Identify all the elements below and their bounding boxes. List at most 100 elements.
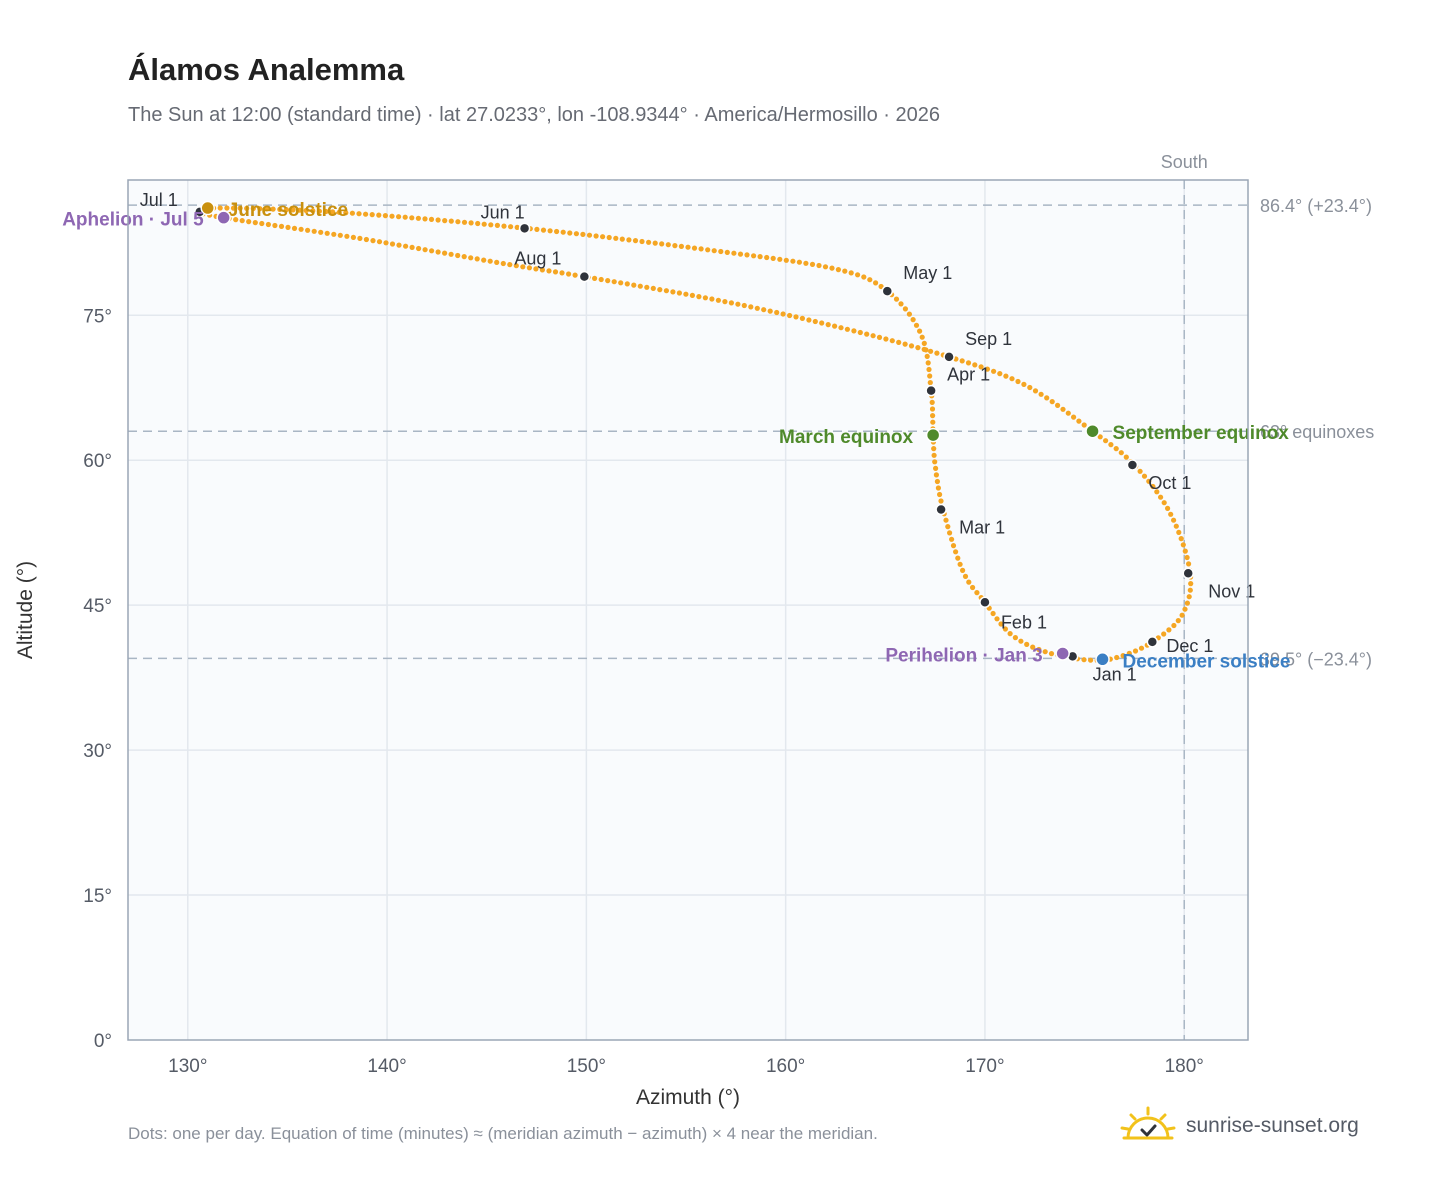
daily-sun-dot xyxy=(369,212,375,218)
daily-sun-dot xyxy=(500,260,506,267)
daily-sun-dot xyxy=(962,573,969,580)
daily-sun-dot xyxy=(902,306,909,312)
daily-sun-dot xyxy=(683,291,689,297)
month-marker xyxy=(518,222,531,235)
daily-sun-dot xyxy=(474,256,480,262)
month-marker-label: Aug 1 xyxy=(514,249,561,269)
daily-sun-dot xyxy=(422,216,428,222)
sun-logo-icon xyxy=(1120,1106,1176,1140)
month-marker-label: May 1 xyxy=(903,263,952,283)
daily-sun-dot xyxy=(1114,654,1120,661)
daily-sun-dot xyxy=(285,224,291,230)
daily-sun-dot xyxy=(770,255,776,261)
footnote: Dots: one per day. Equation of time (min… xyxy=(128,1124,878,1143)
daily-sun-dot xyxy=(998,621,1004,627)
daily-sun-dot xyxy=(618,280,624,286)
daily-sun-dot xyxy=(546,268,552,274)
daily-sun-dot xyxy=(396,242,402,248)
daily-sun-dot xyxy=(1171,517,1177,523)
daily-sun-dot xyxy=(1048,651,1055,657)
daily-sun-dot xyxy=(955,555,961,561)
daily-sun-dot xyxy=(777,256,783,262)
x-tick-label: 170° xyxy=(965,1056,1004,1077)
daily-sun-dot xyxy=(1097,434,1103,440)
daily-sun-dot xyxy=(257,206,263,212)
daily-sun-dot xyxy=(737,251,744,257)
daily-sun-dot xyxy=(1180,542,1186,548)
daily-sun-dot xyxy=(305,227,311,233)
daily-sun-dot xyxy=(910,317,916,323)
daily-sun-dot xyxy=(657,287,663,293)
month-marker-label: Jul 1 xyxy=(140,190,178,210)
meridian-label: South xyxy=(1161,152,1208,172)
daily-sun-dot xyxy=(357,235,363,241)
daily-sun-dot xyxy=(239,218,245,224)
month-marker-label: Oct 1 xyxy=(1148,473,1191,493)
daily-sun-dot xyxy=(265,221,271,228)
month-marker xyxy=(943,351,955,363)
daily-sun-dot xyxy=(735,301,741,307)
daily-sun-dot xyxy=(715,297,722,303)
y-tick-label: 15° xyxy=(83,886,112,907)
daily-sun-dot xyxy=(605,278,611,284)
daily-sun-dot xyxy=(1021,381,1027,387)
daily-sun-dot xyxy=(1007,631,1013,637)
daily-sun-dot xyxy=(947,530,953,536)
daily-sun-dot xyxy=(297,207,303,213)
daily-sun-dot xyxy=(718,248,724,255)
daily-sun-dot xyxy=(244,205,250,211)
daily-sun-dot xyxy=(560,229,566,235)
month-marker xyxy=(578,270,591,283)
x-tick-label: 160° xyxy=(766,1056,805,1077)
daily-sun-dot xyxy=(870,333,876,339)
daily-sun-dot xyxy=(783,257,789,263)
daily-sun-dot xyxy=(741,302,747,309)
daily-sun-dot xyxy=(376,239,383,245)
daily-sun-dot xyxy=(331,231,337,237)
daily-sun-dot xyxy=(748,304,754,310)
daily-sun-dot xyxy=(513,263,519,269)
daily-sun-dot xyxy=(598,276,604,283)
daily-sun-dot xyxy=(507,262,513,268)
daily-sun-dot xyxy=(217,205,223,211)
daily-sun-dot xyxy=(1071,414,1077,420)
chart-subtitle: The Sun at 12:00 (standard time) · lat 2… xyxy=(128,104,940,126)
y-tick-label: 0° xyxy=(94,1031,112,1052)
daily-sun-dot xyxy=(844,326,851,332)
daily-sun-dot xyxy=(659,241,665,247)
month-marker xyxy=(979,596,991,609)
daily-sun-dot xyxy=(921,340,927,346)
daily-sun-dot xyxy=(1132,648,1139,654)
daily-sun-dot xyxy=(761,307,767,313)
daily-sun-dot xyxy=(937,491,943,498)
daily-sun-dot xyxy=(829,265,835,271)
daily-sun-dot xyxy=(809,261,816,267)
daily-sun-dot xyxy=(455,252,461,259)
daily-sun-dot xyxy=(1002,626,1009,632)
daily-sun-dot xyxy=(310,208,316,214)
daily-sun-dot xyxy=(799,315,806,321)
brand[interactable]: sunrise-sunset.org xyxy=(1120,1104,1359,1148)
y-axis-label: Altitude (°) xyxy=(14,561,37,659)
daily-sun-dot xyxy=(908,343,915,349)
daily-sun-dot xyxy=(966,579,972,585)
daily-sun-dot xyxy=(702,295,709,301)
event-label: December solstice xyxy=(1123,651,1291,672)
daily-sun-dot xyxy=(1146,478,1152,484)
daily-sun-dot xyxy=(832,323,838,329)
month-marker-label: Apr 1 xyxy=(947,365,990,385)
daily-sun-dot xyxy=(1003,373,1009,379)
daily-sun-dot xyxy=(861,274,867,280)
daily-sun-dot xyxy=(298,226,304,232)
daily-sun-dot xyxy=(613,235,619,241)
daily-sun-dot xyxy=(711,248,717,254)
daily-sun-dot xyxy=(855,272,861,278)
daily-sun-dot xyxy=(402,214,408,220)
month-marker-label: Feb 1 xyxy=(1001,612,1047,632)
daily-sun-dot xyxy=(1113,446,1119,452)
daily-sun-dot xyxy=(731,250,737,256)
daily-sun-dot xyxy=(1137,468,1143,474)
daily-sun-dot xyxy=(435,217,441,223)
month-marker xyxy=(1182,567,1194,580)
